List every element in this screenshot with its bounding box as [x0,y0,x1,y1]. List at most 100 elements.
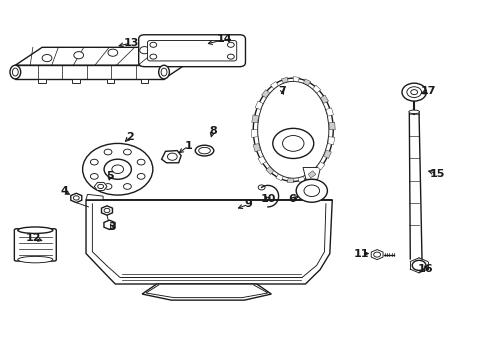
Polygon shape [293,77,299,81]
Circle shape [98,184,103,189]
Ellipse shape [161,68,166,76]
Polygon shape [15,47,190,65]
Polygon shape [104,220,115,229]
Polygon shape [270,81,278,89]
Ellipse shape [408,110,419,114]
Circle shape [150,42,157,47]
Circle shape [104,208,110,213]
Circle shape [74,51,83,59]
Polygon shape [303,79,310,85]
Polygon shape [142,284,271,300]
Circle shape [373,252,380,257]
Circle shape [411,260,425,270]
Circle shape [304,185,319,197]
Polygon shape [316,162,325,170]
Circle shape [104,184,112,189]
Circle shape [82,143,153,195]
Polygon shape [370,249,382,260]
Circle shape [272,129,313,158]
Ellipse shape [195,145,213,156]
Polygon shape [15,65,163,79]
Bar [141,79,148,83]
Text: 7: 7 [278,86,286,96]
Polygon shape [325,108,333,116]
Circle shape [90,174,98,179]
Polygon shape [94,183,107,190]
Polygon shape [163,47,190,79]
Polygon shape [255,101,263,109]
Polygon shape [161,150,181,163]
Ellipse shape [257,81,328,178]
Polygon shape [327,137,334,145]
Polygon shape [251,130,257,138]
Text: 17: 17 [420,86,436,96]
Circle shape [123,184,131,189]
Text: 1: 1 [184,141,192,151]
Bar [106,79,114,83]
Circle shape [150,54,157,59]
Polygon shape [251,115,258,123]
Text: 5: 5 [106,171,114,181]
Circle shape [296,179,327,202]
Circle shape [104,149,112,155]
FancyBboxPatch shape [139,35,245,67]
Polygon shape [323,150,331,158]
Polygon shape [312,85,320,93]
Circle shape [406,87,421,98]
Circle shape [227,54,234,59]
Text: 9: 9 [244,199,252,210]
Circle shape [167,153,177,160]
Polygon shape [281,77,287,83]
Text: 2: 2 [126,132,134,142]
Text: 11: 11 [353,248,368,258]
Polygon shape [86,200,331,284]
Polygon shape [258,156,265,165]
Ellipse shape [18,227,53,233]
Circle shape [104,159,131,179]
Ellipse shape [18,256,53,263]
Bar [38,79,46,83]
Polygon shape [303,167,320,179]
Polygon shape [298,177,305,182]
Text: 12: 12 [26,233,41,243]
FancyBboxPatch shape [147,41,236,61]
Circle shape [123,149,131,155]
Circle shape [401,83,426,101]
Text: 10: 10 [260,194,275,204]
Circle shape [140,46,149,54]
Ellipse shape [10,65,20,79]
Polygon shape [252,144,260,152]
Text: 3: 3 [108,222,116,232]
Circle shape [108,49,118,56]
Polygon shape [275,174,283,181]
Polygon shape [287,178,293,183]
Circle shape [112,165,123,174]
Text: 16: 16 [417,264,433,274]
Polygon shape [86,194,103,200]
Polygon shape [328,122,334,130]
Circle shape [282,135,304,151]
Text: 13: 13 [123,38,139,48]
Ellipse shape [158,65,169,79]
Circle shape [258,185,264,190]
Text: 6: 6 [288,194,296,204]
Polygon shape [261,90,269,98]
Bar [72,79,80,83]
Polygon shape [71,193,81,203]
Circle shape [90,159,98,165]
Circle shape [137,174,145,179]
Ellipse shape [198,147,210,154]
Polygon shape [320,95,328,103]
Circle shape [73,196,79,200]
Circle shape [137,159,145,165]
Circle shape [42,54,52,62]
Polygon shape [265,167,273,175]
Text: 14: 14 [217,35,232,44]
Text: 8: 8 [208,126,216,135]
Ellipse shape [12,68,18,76]
Text: 4: 4 [60,186,68,197]
Ellipse shape [253,78,332,181]
FancyBboxPatch shape [14,229,56,261]
Circle shape [227,42,234,47]
Circle shape [410,90,417,95]
